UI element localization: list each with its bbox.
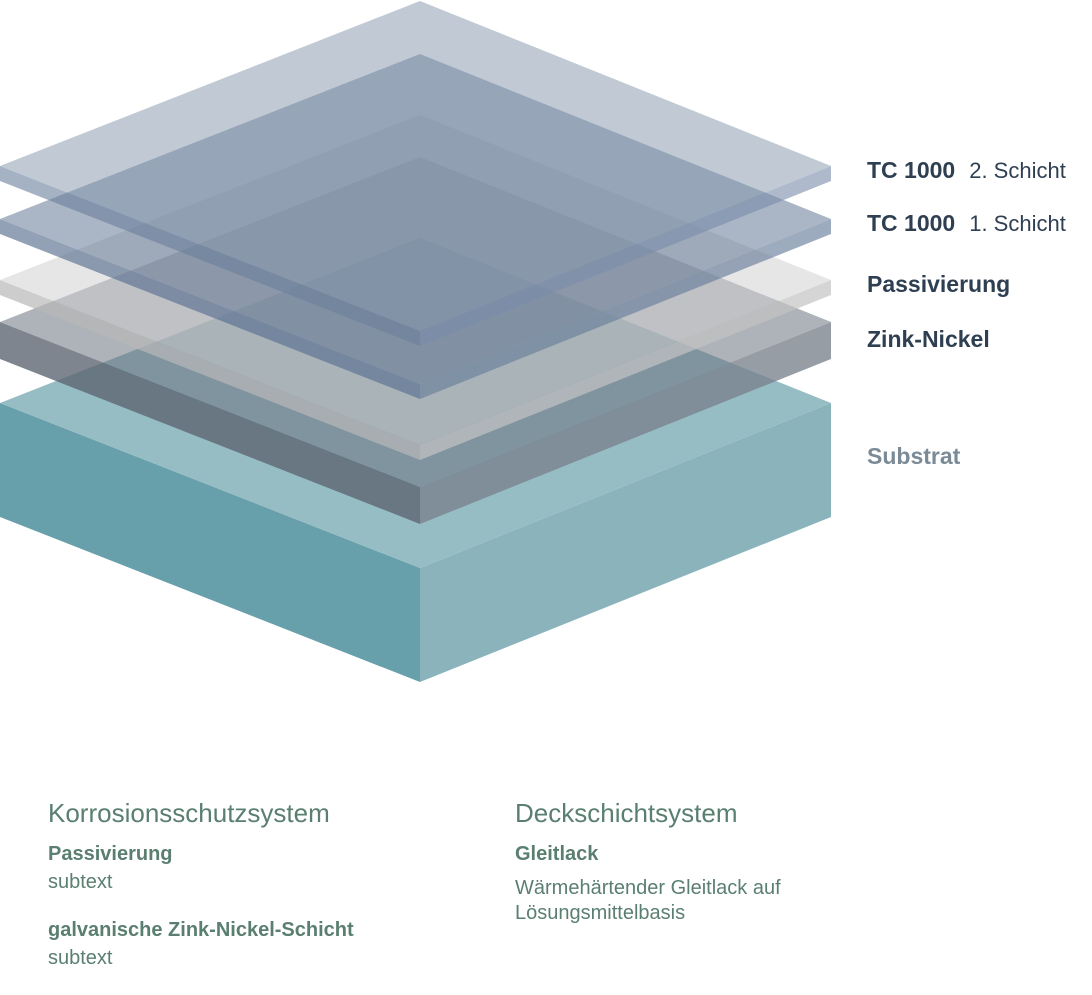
column-corrosion-protection: Korrosionsschutzsystem Passivierung subt… — [48, 798, 478, 995]
layer-title: Passivierung — [867, 271, 1010, 297]
list-item: Passivierung subtext — [48, 843, 478, 895]
list-item: galvanische Zink-Nickel-Schicht subtext — [48, 919, 478, 971]
layer-title: TC 1000 — [867, 210, 955, 236]
column-topcoat-system: Deckschichtsystem Gleitlack Wärmehärtend… — [515, 798, 855, 950]
layer-subtitle: 1. Schicht — [969, 211, 1066, 236]
layer-subtitle: 2. Schicht — [969, 158, 1066, 183]
item-text: subtext — [48, 946, 478, 971]
layer-title: Zink-Nickel — [867, 326, 990, 352]
layer-title: Substrat — [867, 443, 960, 469]
item-title: galvanische Zink-Nickel-Schicht — [48, 919, 478, 942]
item-text: Wärmehärtender Gleitlack auf Lösungsmitt… — [515, 876, 855, 926]
item-text: subtext — [48, 870, 478, 895]
item-title: Gleitlack — [515, 843, 855, 866]
item-title: Passivierung — [48, 843, 478, 866]
list-item: Gleitlack Wärmehärtender Gleitlack auf L… — [515, 843, 855, 926]
layer-label-tc1000-1: TC 1000 1. Schicht — [867, 210, 1066, 237]
column-heading: Deckschichtsystem — [515, 798, 855, 829]
layer-title: TC 1000 — [867, 157, 955, 183]
layer-label-substrat: Substrat — [867, 443, 960, 470]
column-heading: Korrosionsschutzsystem — [48, 798, 478, 829]
layer-label-passivierung: Passivierung — [867, 271, 1010, 298]
layer-label-zink-nickel: Zink-Nickel — [867, 326, 990, 353]
layer-label-tc1000-2: TC 1000 2. Schicht — [867, 157, 1066, 184]
